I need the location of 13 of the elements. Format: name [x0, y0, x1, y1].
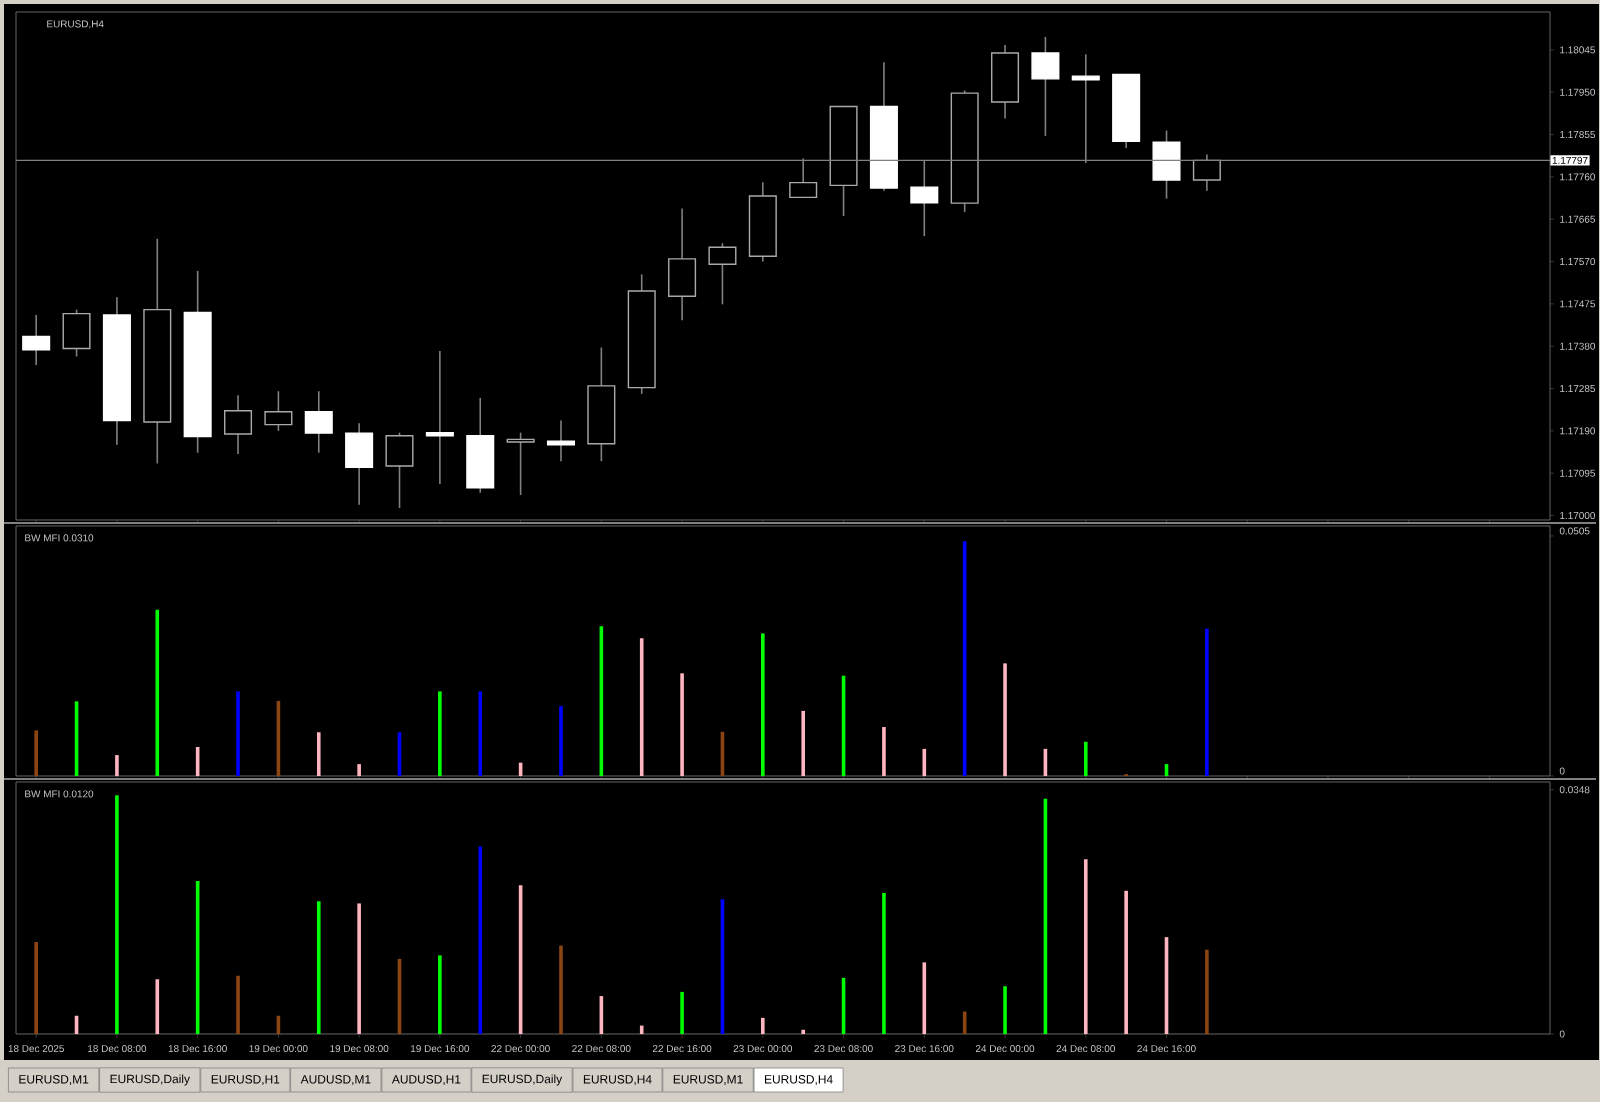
- candlestick: [224, 394, 253, 455]
- candlestick: [22, 314, 51, 366]
- candlestick: [1031, 36, 1060, 137]
- candlestick: [668, 207, 697, 322]
- candlestick: [425, 350, 454, 485]
- candlestick: [506, 431, 535, 496]
- candlestick: [385, 431, 414, 509]
- candlestick: [304, 390, 333, 454]
- candlestick: [708, 242, 737, 306]
- candlestick: [345, 422, 374, 506]
- candlestick: [264, 390, 293, 432]
- candlestick: [546, 419, 575, 462]
- candlestick: [62, 308, 91, 358]
